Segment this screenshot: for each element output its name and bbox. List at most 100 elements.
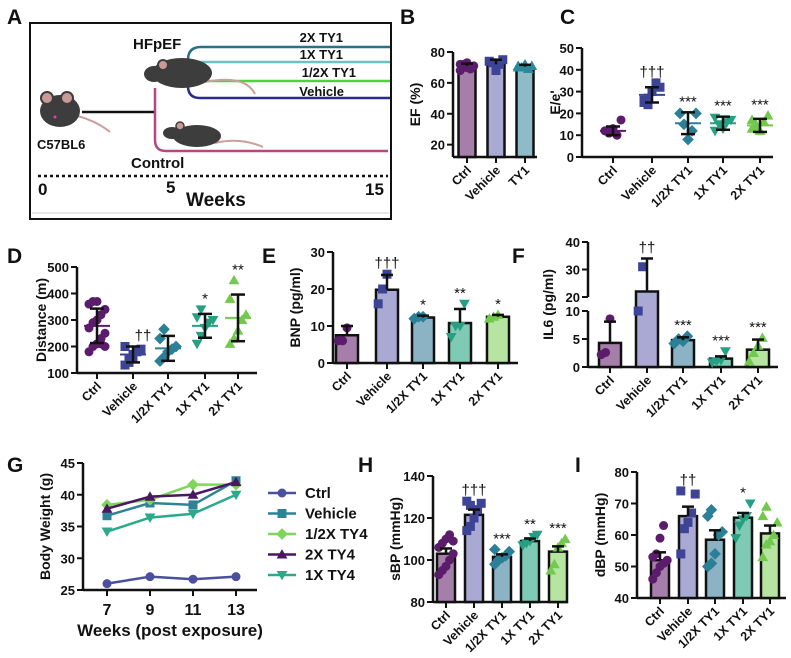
data-point: [545, 565, 557, 575]
group-vehicle: Vehicle†††: [354, 255, 400, 409]
series-line: [106, 480, 237, 510]
significance-marker: ***: [493, 531, 511, 548]
c57bl6-mouse-icon: [40, 91, 111, 133]
data-point: [224, 293, 236, 303]
data-point: [762, 110, 774, 120]
data-point: [744, 499, 756, 509]
group-2x-ty1: 2X TY1 **: [206, 261, 252, 419]
data-point: [338, 336, 348, 346]
significance-marker: †††: [461, 482, 486, 499]
data-point: [512, 62, 524, 72]
bar: [486, 63, 506, 159]
y-tick-label: 20: [311, 282, 325, 297]
data-point: [748, 347, 759, 358]
data-point: [499, 549, 512, 562]
data-point: [102, 579, 112, 589]
data-point: [170, 340, 182, 353]
y-tick-label: 80: [615, 465, 629, 480]
data-point: [136, 344, 146, 354]
significance-marker: **: [454, 285, 466, 302]
legend-marker: [276, 549, 288, 559]
x-tick-label: Ctrl: [79, 379, 104, 404]
data-point: [240, 309, 252, 319]
data-point: [465, 521, 475, 531]
data-point: [187, 509, 199, 520]
y-tick-label: 60: [431, 76, 445, 91]
y-tick-label: 120: [403, 511, 425, 526]
data-point: [559, 533, 571, 544]
y-tick-label: 80: [431, 45, 445, 60]
y-axis-label: BNP (pg/ml): [287, 268, 303, 348]
data-point: [720, 347, 731, 357]
data-point: [633, 306, 643, 316]
y-tick-label: 0: [567, 150, 574, 165]
data-point: [682, 133, 694, 146]
y-axis-label: EF (%): [407, 83, 423, 127]
data-point: [709, 126, 721, 137]
data-point: [469, 513, 479, 523]
panel-label-e: E: [262, 245, 276, 268]
x-tick-label: TY1: [506, 163, 532, 189]
bar: [547, 550, 569, 604]
data-point: [465, 500, 475, 510]
panel-a-diagram: A C57BL6 HFpEF: [7, 6, 392, 220]
legend-marker: [276, 570, 288, 581]
y-tick-label: 100: [403, 553, 425, 568]
timeline-tick: 5: [166, 178, 175, 197]
data-point: [100, 328, 110, 338]
significance-marker: *: [420, 297, 426, 314]
legend-item: Vehicle: [268, 506, 357, 523]
data-point: [764, 535, 776, 546]
data-point: [491, 66, 501, 76]
legend-item: 1X TY4: [268, 567, 356, 584]
control-label: Control: [131, 155, 184, 172]
y-tick-label: 45: [61, 456, 75, 471]
significance-marker: ***: [679, 93, 697, 110]
data-point: [668, 337, 681, 350]
timeline-tick: 0: [38, 180, 47, 199]
data-point: [373, 299, 383, 309]
data-point: [158, 351, 170, 363]
timeline-tick: 15: [365, 180, 384, 199]
x-tick-label: 9: [146, 602, 155, 619]
significance-marker: ***: [749, 319, 767, 336]
y-tick-label: 10: [560, 128, 574, 143]
data-point: [705, 503, 718, 516]
x-tick-label: 2X TY1: [728, 163, 767, 202]
data-point: [195, 305, 207, 315]
data-point: [676, 549, 686, 559]
bar: [515, 65, 535, 159]
control-mouse-icon: [163, 121, 264, 148]
data-point: [144, 513, 156, 524]
data-point: [549, 558, 560, 569]
data-point: [643, 100, 653, 110]
y-tick-label: 5: [573, 332, 580, 347]
data-point: [705, 557, 718, 570]
panel-label-b: B: [400, 6, 415, 29]
y-tick-label: 40: [431, 107, 445, 122]
legend-label: Ctrl: [305, 485, 331, 502]
data-point: [488, 558, 501, 571]
y-tick-label: 50: [560, 41, 574, 56]
panel-g-chart: G 25 30 35 40 45 Body Weight (g) 7 9 11 13 Weeks (p…: [7, 454, 368, 640]
y-tick-label: 40: [560, 63, 574, 78]
significance-marker: †††: [374, 255, 399, 272]
data-point: [734, 521, 745, 531]
data-point: [445, 333, 457, 343]
panel-label-i: I: [575, 454, 581, 477]
y-axis-label: IL6 (pg/ml): [540, 269, 556, 340]
significance-marker: †††: [639, 64, 664, 81]
data-point: [531, 530, 543, 541]
panel-label-f: F: [512, 245, 525, 268]
y-tick-label: 30: [560, 85, 574, 100]
panel-label-d: D: [7, 245, 22, 268]
data-point: [228, 274, 240, 285]
data-point: [101, 527, 113, 537]
data-point: [715, 356, 727, 366]
group-vehicle: Vehicle†††: [619, 64, 665, 204]
data-point: [488, 58, 498, 68]
data-point: [690, 107, 702, 120]
data-point: [638, 262, 648, 272]
